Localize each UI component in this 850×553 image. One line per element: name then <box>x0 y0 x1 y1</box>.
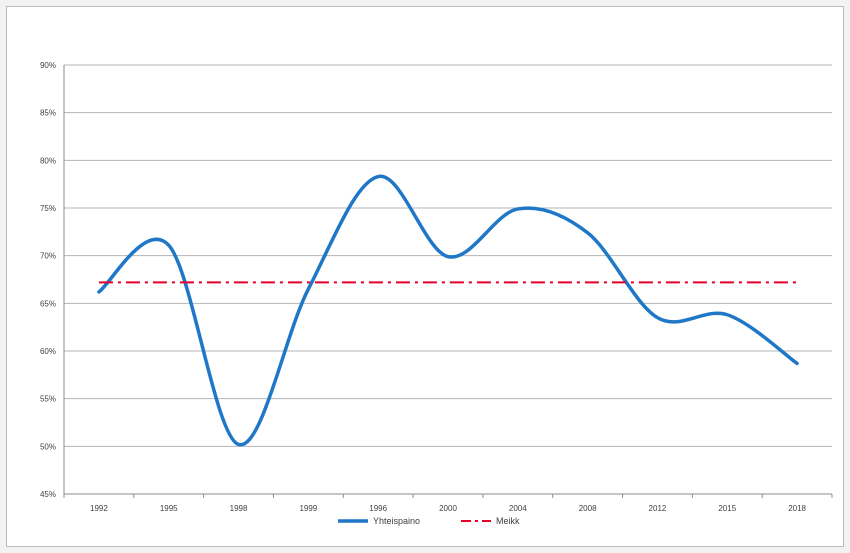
chart-frame: 45% 50% 55% 60% 65% 70% 75% 80% 85% 90% 1992 1995 1… <box>6 6 844 547</box>
y-tick-label: 70% <box>40 252 56 261</box>
x-tick-label: 1998 <box>230 504 248 513</box>
x-tick-label: 2000 <box>439 504 457 513</box>
legend-label: Yhteispaino <box>373 516 420 526</box>
x-tick-label: 1999 <box>299 504 317 513</box>
x-tick-label: 2004 <box>509 504 527 513</box>
legend: Yhteispaino Meikk <box>338 516 520 526</box>
y-tick-label: 75% <box>40 204 56 213</box>
series-lines <box>97 174 799 447</box>
x-tick-labels: 1992 1995 1998 1999 1996 2000 2004 2008 2012 2015… <box>90 504 807 513</box>
x-tick-label: 1996 <box>369 504 387 513</box>
y-tick-label: 45% <box>40 490 56 499</box>
axes <box>63 65 833 498</box>
y-tick-label: 80% <box>40 156 56 165</box>
y-tick-label: 55% <box>40 395 56 404</box>
legend-label: Meikk <box>496 516 520 526</box>
y-tick-label: 90% <box>40 61 56 70</box>
x-tick-label: 1992 <box>90 504 108 513</box>
x-tick-label: 2018 <box>788 504 806 513</box>
y-tick-label: 65% <box>40 299 56 308</box>
x-tick-label: 1995 <box>160 504 178 513</box>
x-tick-label: 2015 <box>718 504 736 513</box>
x-tick-label: 2012 <box>649 504 667 513</box>
chart-svg: 45%50%55%60%65%70%75%80%85%90% 1992 1995 1… <box>40 61 833 526</box>
y-tick-labels: 45% 50% 55% 60% 65% 70% 75% 80% 85% 90% <box>40 61 56 499</box>
y-tick-label: 60% <box>40 347 56 356</box>
y-tick-label: 50% <box>40 442 56 451</box>
series-line-yhteispaino <box>97 174 799 447</box>
y-tick-label: 85% <box>40 109 56 118</box>
x-tick-label: 2008 <box>579 504 597 513</box>
